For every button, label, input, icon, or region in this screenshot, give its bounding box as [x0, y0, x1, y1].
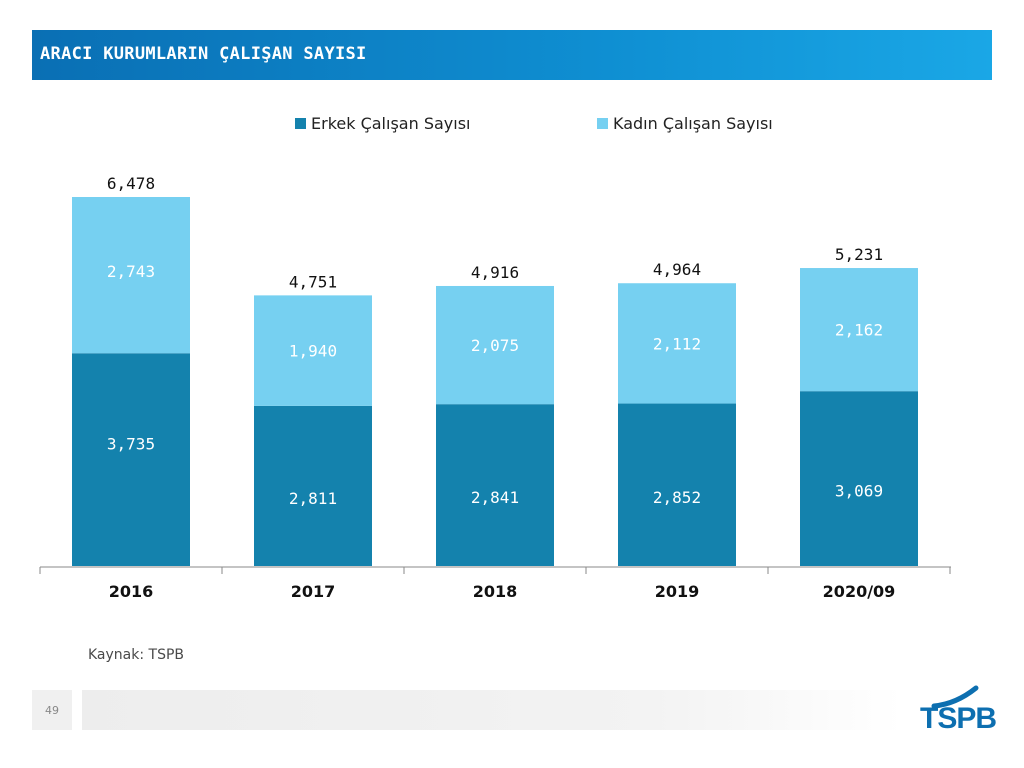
data-label-male: 3,735 — [107, 435, 155, 454]
data-label-male: 3,069 — [835, 482, 883, 501]
page-number: 49 — [45, 704, 59, 717]
data-label-female: 2,075 — [471, 336, 519, 355]
bar-female — [800, 268, 918, 392]
data-label-female: 2,743 — [107, 262, 155, 281]
data-label-female: 2,162 — [835, 321, 883, 340]
source-note: Kaynak: TSPB — [88, 647, 185, 663]
data-label-male: 2,841 — [471, 488, 519, 507]
data-label-total: 4,916 — [471, 263, 519, 282]
legend-swatch — [597, 118, 608, 129]
data-label-male: 2,811 — [289, 489, 337, 508]
data-label-male: 2,852 — [653, 488, 701, 507]
data-label-female: 1,940 — [289, 342, 337, 361]
bar-female — [436, 285, 554, 405]
x-tick-label: 2017 — [291, 582, 336, 601]
bar-female — [72, 197, 190, 354]
bar-male — [618, 403, 736, 566]
data-label-total: 4,964 — [653, 260, 701, 279]
data-label-total: 6,478 — [107, 174, 155, 193]
bar-male — [800, 391, 918, 566]
data-label-total: 5,231 — [835, 245, 883, 264]
bar-female — [618, 283, 736, 404]
bar-female — [254, 295, 372, 406]
legend-label: Erkek Çalışan Sayısı — [311, 114, 470, 133]
x-tick-label: 2020/09 — [823, 582, 896, 601]
legend-swatch — [295, 118, 306, 129]
logo-swoosh-icon — [931, 685, 979, 709]
data-label-total: 4,751 — [289, 272, 337, 291]
header-bar: ARACI KURUMLARIN ÇALIŞAN SAYISI — [32, 30, 992, 80]
stacked-bar-chart: Erkek Çalışan Sayısı Kadın Çalışan Sayısı… — [39, 114, 951, 601]
bar-male — [436, 404, 554, 566]
page-title: ARACI KURUMLARIN ÇALIŞAN SAYISI — [40, 44, 367, 64]
x-tick-label: 2019 — [655, 582, 700, 601]
logo-text: TSPB — [920, 702, 997, 735]
x-tick-label: 2016 — [109, 582, 154, 601]
footer-band — [82, 690, 902, 730]
bar-male — [254, 405, 372, 566]
legend-label: Kadın Çalışan Sayısı — [613, 114, 773, 133]
bar-male — [72, 353, 190, 566]
tspb-logo: TSPB — [916, 684, 997, 740]
x-tick-label: 2018 — [473, 582, 518, 601]
page-number-box: 49 — [32, 690, 72, 730]
data-label-female: 2,112 — [653, 334, 701, 353]
